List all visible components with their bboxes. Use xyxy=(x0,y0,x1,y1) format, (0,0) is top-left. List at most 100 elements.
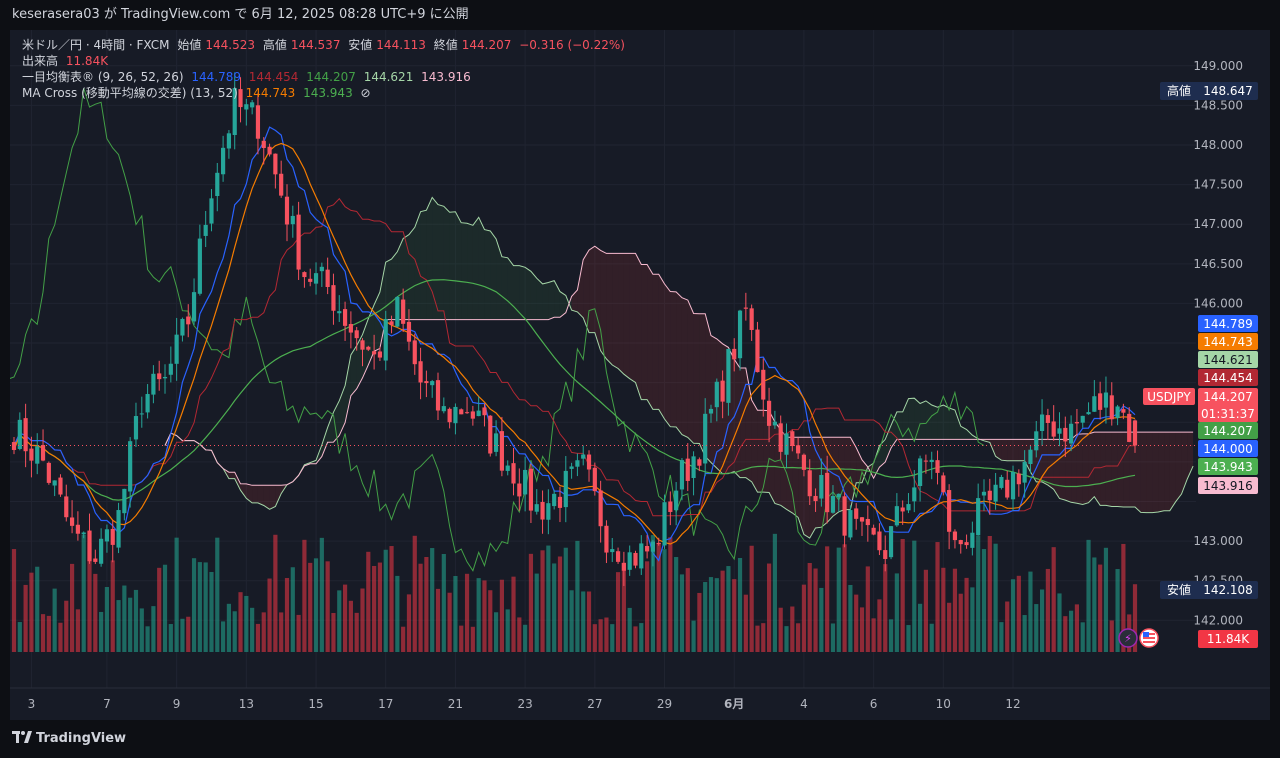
footer xyxy=(0,720,1280,758)
volume-bar xyxy=(1022,615,1027,652)
time-tick-label: 27 xyxy=(587,697,602,711)
volume-bar xyxy=(1103,547,1109,652)
cloud-segment xyxy=(542,282,549,320)
volume-bar xyxy=(1057,593,1062,652)
candle-body xyxy=(1005,479,1010,498)
chart-panel[interactable]: 149.000 148.500 148.000 147.500 147.000 146.5… xyxy=(10,30,1270,720)
candle-body xyxy=(708,408,714,414)
time-tick-label: 17 xyxy=(378,697,393,711)
symbol-name[interactable]: 米ドル／円 · 4時間 · FXCM xyxy=(22,38,170,52)
cloud-segment xyxy=(443,206,450,320)
cloud-segment xyxy=(873,445,880,479)
cloud-segment xyxy=(763,410,770,493)
volume-bar xyxy=(389,546,394,652)
time-tick-label: 12 xyxy=(1005,697,1020,711)
candle-body xyxy=(575,460,580,467)
volume-bar xyxy=(17,622,22,652)
volume-bar xyxy=(87,542,92,652)
cloud-segment xyxy=(414,211,421,320)
candle-body xyxy=(1121,409,1126,413)
candle-body xyxy=(691,456,696,478)
candle-body xyxy=(418,361,423,383)
hl-marker xyxy=(1160,82,1258,100)
volume-bar xyxy=(714,578,719,652)
volume-bar xyxy=(186,616,191,652)
candle-body xyxy=(1022,461,1027,483)
candle-body xyxy=(941,475,946,493)
candle-body xyxy=(284,196,290,225)
candle-body xyxy=(720,380,725,402)
cloud-segment xyxy=(844,437,851,510)
volume-bar xyxy=(737,557,743,652)
cloud-segment xyxy=(408,227,415,320)
candle-body xyxy=(250,102,255,108)
volume-bar xyxy=(854,594,859,652)
volume-bar xyxy=(238,592,243,652)
candle-body xyxy=(470,411,475,419)
price-tag-text-level: 144.000 xyxy=(1203,442,1253,456)
price-tick-label: 149.000 xyxy=(1193,59,1243,73)
price-chart[interactable]: 149.000 148.500 148.000 147.500 147.000 146.5… xyxy=(10,30,1270,720)
candle-body xyxy=(958,540,963,545)
cloud-segment xyxy=(995,439,1002,461)
candle-body xyxy=(157,373,162,380)
candle-body xyxy=(133,416,139,440)
cloud-segment xyxy=(966,429,973,440)
candle-body xyxy=(1063,427,1068,442)
cloud-segment xyxy=(507,257,514,320)
candle-body xyxy=(714,381,719,408)
volume-bar xyxy=(325,561,330,652)
price-tag-chikou xyxy=(1198,422,1258,439)
legend-volume-row[interactable]: 出来高 11.84K xyxy=(22,53,629,69)
volume-bar xyxy=(360,588,365,652)
candle-body xyxy=(871,527,876,535)
candle-body xyxy=(87,530,92,562)
cloud-segment xyxy=(525,267,531,320)
cloud-segment xyxy=(467,223,473,320)
volume-bar xyxy=(848,584,853,652)
candle-body xyxy=(476,410,481,417)
volume-bars xyxy=(11,533,1138,652)
low-value: 144.113 xyxy=(376,38,426,52)
candle-body xyxy=(342,309,348,326)
volume-bar xyxy=(639,623,644,652)
cloud-segment xyxy=(275,485,282,507)
candle-body xyxy=(528,468,534,511)
legend-ichimoku-row[interactable]: 一目均衡表® (9, 26, 52, 26) 144.789 144.454 1… xyxy=(22,69,629,85)
cloud-segment xyxy=(420,210,427,320)
candle-body xyxy=(894,506,899,526)
volume-bar xyxy=(23,584,28,652)
candle-body xyxy=(162,376,168,379)
candle-body xyxy=(75,524,80,534)
ma-fast-value: 144.743 xyxy=(245,86,296,100)
candle-body xyxy=(81,532,86,535)
time-tick-label: 3 xyxy=(28,697,36,711)
volume-bar xyxy=(1092,557,1097,652)
cloud-segment xyxy=(664,283,671,427)
volume-bar xyxy=(401,626,406,652)
candle-body xyxy=(964,542,969,546)
tradingview-logo[interactable]: TradingView xyxy=(12,731,126,746)
candle-body xyxy=(859,517,865,522)
candle-body xyxy=(11,442,17,450)
volume-bar xyxy=(923,569,928,652)
volume-bar xyxy=(1045,568,1050,652)
volume-bar xyxy=(546,545,551,652)
volume-bar xyxy=(40,614,46,652)
volume-bar xyxy=(621,562,626,652)
cloud-segment xyxy=(751,400,758,493)
candle-body xyxy=(197,238,202,294)
candle-body xyxy=(203,224,208,236)
candle-body xyxy=(848,510,853,538)
legend-ma-row[interactable]: MA Cross (移動平均線の交差) (13, 52) 144.743 143… xyxy=(22,85,629,101)
close-label: 終値 xyxy=(433,38,458,52)
hidden-icon[interactable]: ⊘ xyxy=(360,86,371,100)
candle-body xyxy=(732,348,737,360)
volume-bar xyxy=(517,617,522,652)
price-tick-label: 148.000 xyxy=(1193,138,1243,152)
cloud-segment xyxy=(252,485,258,503)
cloud-segment xyxy=(687,300,694,444)
cloud-segment xyxy=(1071,434,1077,504)
candle-body xyxy=(778,423,783,452)
volume-bar xyxy=(11,549,17,652)
